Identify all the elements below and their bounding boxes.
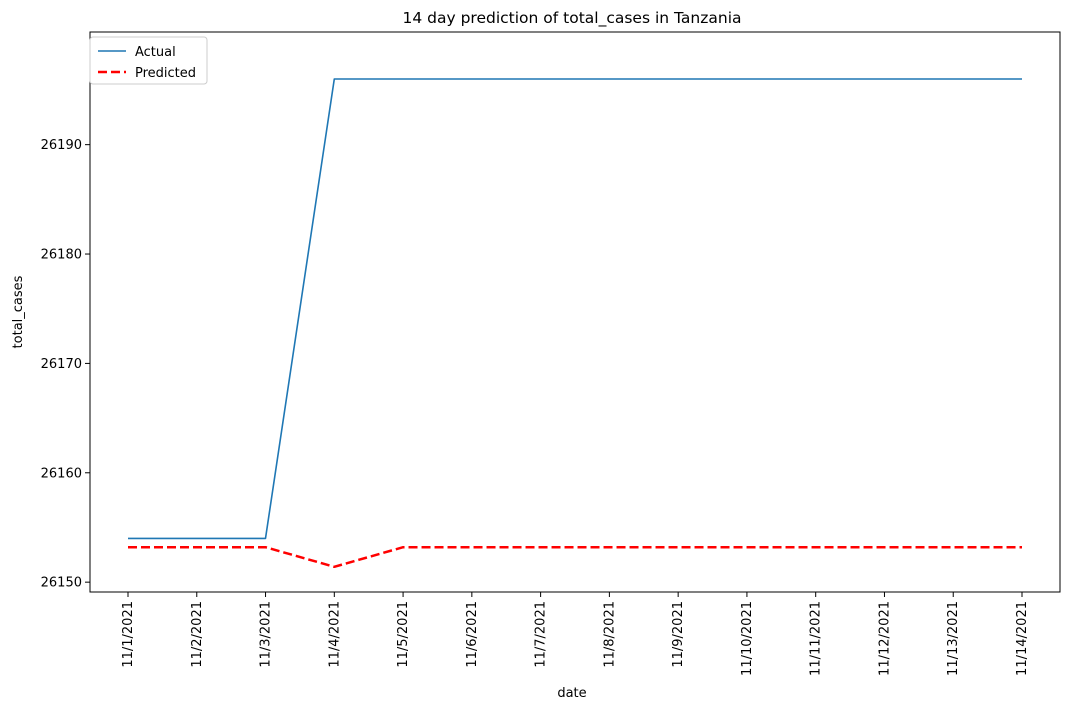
y-tick-label: 26170	[41, 357, 82, 372]
legend-label-actual: Actual	[135, 45, 176, 60]
plot-frame	[89, 31, 1061, 593]
x-tick-label: 11/9/2021	[671, 601, 686, 668]
x-tick-label: 11/8/2021	[602, 601, 617, 668]
x-tick-label: 11/3/2021	[259, 601, 274, 668]
x-tick-label: 11/11/2021	[809, 601, 824, 676]
x-tick-label: 11/14/2021	[1015, 601, 1030, 676]
y-axis-title: total_cases	[11, 275, 26, 348]
series-line-actual	[128, 78, 1022, 540]
x-tick-label: 11/4/2021	[327, 601, 342, 668]
x-tick-label: 11/2/2021	[190, 601, 205, 668]
y-tick-label: 26150	[41, 576, 82, 591]
y-axis: 26150 26160 26170 26180 26190	[41, 138, 90, 591]
x-tick-label: 11/1/2021	[121, 601, 136, 668]
y-tick-label: 26180	[41, 248, 82, 263]
y-tick-label: 26160	[41, 466, 82, 481]
y-tick-label: 26190	[41, 138, 82, 153]
x-axis: 11/1/2021 11/2/2021 11/3/2021 11/4/2021 11/5…	[121, 592, 1030, 676]
series-line-predicted	[128, 545, 1022, 569]
legend: Actual Predicted	[89, 36, 208, 85]
legend-label-predicted: Predicted	[135, 66, 196, 81]
plot-area	[89, 31, 1061, 593]
chart-title: 14 day prediction of total_cases in Tanz…	[402, 9, 741, 28]
x-tick-label: 11/5/2021	[396, 601, 411, 668]
x-tick-label: 11/12/2021	[877, 601, 892, 676]
x-tick-label: 11/13/2021	[946, 601, 961, 676]
x-axis-title: date	[557, 686, 586, 701]
x-tick-label: 11/10/2021	[740, 601, 755, 676]
x-tick-label: 11/7/2021	[534, 601, 549, 668]
x-tick-label: 11/6/2021	[465, 601, 480, 668]
